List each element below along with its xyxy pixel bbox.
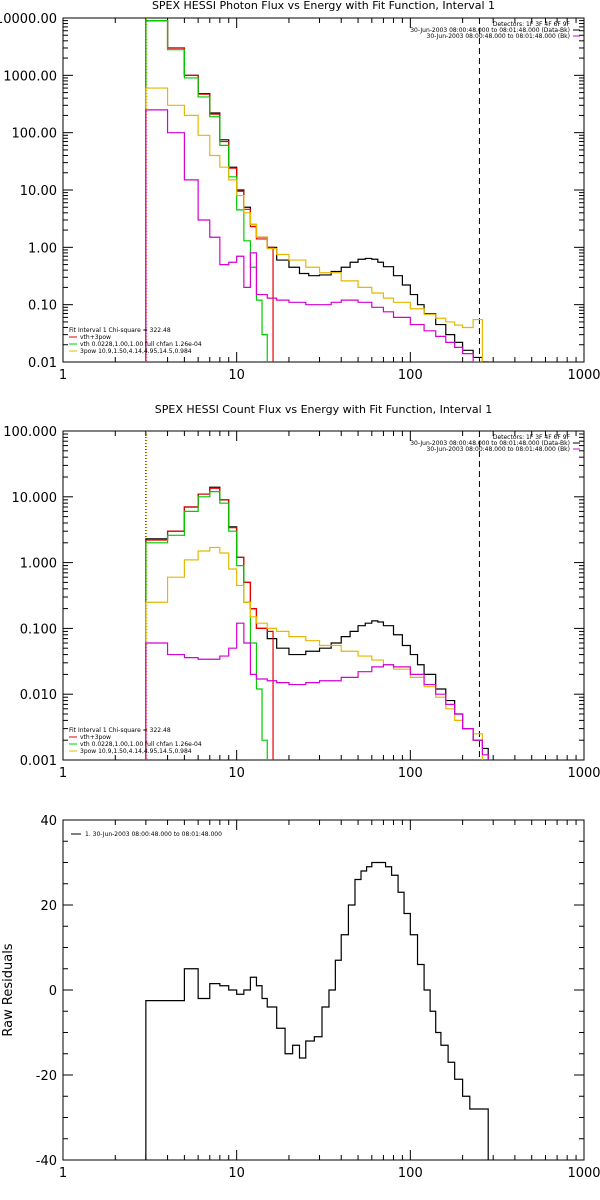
legend-entry-text: 3pow 10.9,1.50,4.14,4.95,14.5,0.984	[80, 748, 192, 755]
series-line-2	[145, 487, 274, 760]
plot-frame	[62, 430, 585, 761]
x-tick-label: 1000	[567, 368, 600, 383]
y-tick-label: 1000.00	[3, 69, 57, 84]
series-line-5	[145, 622, 489, 760]
y-tick-label: 40	[40, 814, 57, 829]
legend-entry-text: 3pow 10.9,1.50,4.14,4.95,14.5,0.984	[80, 348, 192, 355]
legend-entry-text: vth 0.0228,1.00,1.00 full chfan 1.26e-04	[80, 741, 202, 748]
y-tick-label: 0.01	[28, 356, 57, 371]
x-tick-label: 1000	[567, 1166, 600, 1181]
series-group	[145, 20, 489, 362]
y-tick-label: 10.000	[12, 491, 58, 506]
y-axis-label: Raw Residuals	[1, 943, 16, 1036]
x-tick-label: 100	[398, 1166, 423, 1181]
series-line-5	[145, 109, 483, 362]
x-tick-label: 10	[228, 368, 245, 383]
chart-title: SPEX HESSI Photon Flux vs Energy with Fi…	[152, 0, 495, 12]
series-group	[145, 861, 489, 1160]
chart-panel-1: SPEX HESSI Photon Flux vs Energy with Fi…	[0, 0, 600, 383]
x-tick-label: 10	[228, 1166, 245, 1181]
series-line-1	[145, 861, 489, 1160]
legend-entry-text: Fit Interval 1 Chi-square = 322.48	[69, 327, 171, 334]
series-line-2	[145, 20, 274, 362]
plot-frame	[62, 17, 585, 363]
y-tick-label: 0.001	[20, 754, 57, 769]
legend-entry-text: vth+3pow	[80, 334, 111, 341]
plot-frame	[62, 819, 585, 1161]
y-tick-label: 1.00	[28, 241, 57, 256]
series-line-1	[145, 20, 489, 362]
y-tick-label: 10.00	[20, 184, 57, 199]
x-tick-label: 1	[59, 766, 67, 781]
x-tick-label: 100	[398, 766, 423, 781]
chart-panel-2: SPEX HESSI Count Flux vs Energy with Fit…	[3, 403, 600, 781]
series-line-3	[145, 20, 268, 362]
y-tick-label: 0.10	[28, 299, 57, 314]
series-group	[145, 486, 489, 760]
series-line-4	[145, 87, 483, 362]
x-tick-label: 1000	[567, 766, 600, 781]
y-tick-label: -40	[36, 1154, 57, 1169]
y-tick-label: 20	[40, 899, 57, 914]
x-tick-label: 10	[228, 766, 245, 781]
legend-entry-text: 30-Jun-2003 08:00:48.000 to 08:01:48.000…	[427, 33, 570, 40]
y-tick-label: 1.000	[20, 557, 57, 572]
legend-entry-text: 1. 30-Jun-2003 08:00:48.000 to 08:01:48.…	[85, 831, 222, 838]
legend-entry-text: 30-Jun-2003 08:00:48.000 to 08:01:48.000…	[410, 440, 570, 447]
y-tick-label: 100.000	[3, 425, 57, 440]
series-line-3	[145, 490, 268, 760]
legend-entry-text: vth 0.0228,1.00,1.00 full chfan 1.26e-04	[80, 341, 202, 348]
x-tick-label: 1	[59, 368, 67, 383]
y-tick-label: -20	[36, 1069, 57, 1084]
legend-entry-text: Detectors: 1F 3F 4F 6F 9F	[493, 434, 571, 441]
y-tick-label: 100.00	[12, 127, 58, 142]
x-tick-label: 1	[59, 1166, 67, 1181]
chart-panel-3: Raw Residuals 1 10 100 1000 -40 -20 0 20 40 1. 30-…	[1, 814, 600, 1181]
y-tick-label: 0.100	[20, 622, 57, 637]
legend-entry-text: Fit Interval 1 Chi-square = 322.48	[69, 727, 171, 734]
chart-title: SPEX HESSI Count Flux vs Energy with Fit…	[155, 403, 492, 416]
y-tick-label: 0	[49, 984, 57, 999]
legend-entry-text: 30-Jun-2003 08:00:48.000 to 08:01:48.000…	[427, 446, 570, 453]
x-tick-label: 100	[398, 368, 423, 383]
y-tick-label: 10000.00	[0, 12, 57, 27]
series-line-1	[145, 486, 489, 760]
legend-entry-text: Detectors: 1F 3F 4F 6F 9F	[493, 21, 571, 28]
legend-entry-text: 30-Jun-2003 08:00:48.000 to 08:01:48.000…	[410, 27, 570, 34]
y-tick-label: 0.010	[20, 688, 57, 703]
series-line-4	[145, 546, 483, 760]
legend-entry-text: vth+3pow	[80, 734, 111, 741]
